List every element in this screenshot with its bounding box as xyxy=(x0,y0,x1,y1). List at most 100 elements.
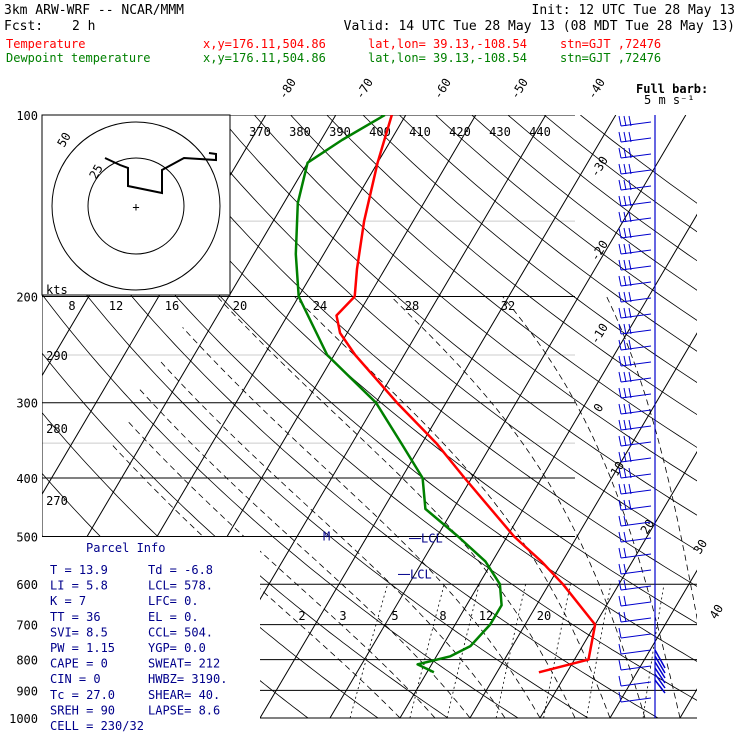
theta-left-label-0: 290 xyxy=(46,349,68,363)
hodograph-ring-25 xyxy=(87,157,185,255)
wind-barb-flag xyxy=(628,243,632,255)
wind-barb-flag xyxy=(618,403,622,415)
wind-barb-flag xyxy=(618,387,622,399)
wind-barb-flag xyxy=(618,371,622,383)
wind-barb-flag xyxy=(628,211,632,223)
wind-barb-flag xyxy=(623,387,627,399)
wind-barb-flag xyxy=(623,595,627,607)
wind-barb-flag xyxy=(628,147,632,159)
wind-barb-flag xyxy=(623,579,627,591)
moist-adiabat-8 xyxy=(502,296,681,719)
wind-barb-flag xyxy=(623,163,627,175)
wind-barb xyxy=(618,547,652,559)
wind-barb-flag xyxy=(623,195,627,207)
legend-temperature-stn: stn=GJT ,72476 xyxy=(560,37,661,51)
parcel-row-right-0: Td = -6.8 xyxy=(148,563,213,577)
wind-barb xyxy=(618,259,652,271)
wind-barb-flag xyxy=(618,691,622,703)
wind-barb-flag xyxy=(623,451,627,463)
isotherm-label-10: 20 xyxy=(638,517,658,537)
marker-m: M xyxy=(323,529,330,543)
mixing-ratio-label-3: 8 xyxy=(439,609,446,623)
mixing-ratio-3 xyxy=(446,584,480,719)
parcel-row-right-3: EL = 0. xyxy=(148,610,199,624)
moist-adiabat-7 xyxy=(390,296,646,719)
isotherm--20 xyxy=(329,115,687,719)
wind-barb-flag xyxy=(623,227,627,239)
wind-barb-flag xyxy=(623,291,627,303)
wind-barb-flag xyxy=(618,499,622,511)
wind-barb xyxy=(618,243,652,255)
parcel-row-right-2: LFC= 0. xyxy=(148,594,199,608)
wind-barb xyxy=(618,627,652,639)
wind-barb xyxy=(618,691,652,703)
wind-barb xyxy=(618,659,652,671)
mixing-ratio-2 xyxy=(409,584,445,719)
dry-adiabat-300 xyxy=(42,178,659,719)
wind-barb-low xyxy=(654,667,666,684)
wind-barb xyxy=(618,499,652,511)
wind-barb xyxy=(618,323,652,335)
isotherm-0 xyxy=(469,332,697,719)
wind-barb-flag xyxy=(623,339,627,351)
isotherm-10 xyxy=(539,450,697,719)
wind-barb-flag xyxy=(628,451,632,463)
wind-barb-flag xyxy=(618,339,622,351)
speed-tick-1: 12 xyxy=(109,299,123,313)
dry-adiabat-390 xyxy=(326,115,697,416)
wind-barb-flag xyxy=(618,515,622,527)
valid-time: Valid: 14 UTC Tue 28 May 13 (08 MDT Tue … xyxy=(344,19,735,34)
wind-barb xyxy=(618,355,652,367)
theta-left-label-2: 270 xyxy=(46,494,68,508)
parcel-row-right-8: SHEAR= 40. xyxy=(148,688,220,702)
wind-barb-flag xyxy=(618,147,622,159)
wind-barb xyxy=(618,435,652,447)
wind-barb-flag xyxy=(618,291,622,303)
isotherm-20 xyxy=(609,569,697,719)
dry-adiabat-450 xyxy=(543,115,697,233)
parcel-row-left-3: TT = 36 xyxy=(50,610,101,624)
wind-barb-flag xyxy=(618,659,622,671)
parcel-row-left-5: PW = 1.15 xyxy=(50,641,115,655)
wind-barb-flag xyxy=(628,291,632,303)
wind-barb-flag xyxy=(618,579,622,591)
isotherm-label-11: 30 xyxy=(691,537,711,557)
wind-barb xyxy=(618,115,652,127)
isotherm-label-0: -80 xyxy=(276,76,299,102)
wind-barb-flag xyxy=(618,163,622,175)
barb-note-line2: 5 m s⁻¹ xyxy=(644,93,695,107)
speed-tick-6: 32 xyxy=(501,299,515,313)
pressure-label-600: 600 xyxy=(16,578,38,592)
wind-barb xyxy=(618,179,652,191)
parcel-row-left-4: SVI= 8.5 xyxy=(50,625,108,639)
moist-adiabat-0 xyxy=(110,442,401,719)
wind-barb-flag xyxy=(628,435,632,447)
mixing-ratio-1 xyxy=(349,584,388,719)
series-temperature-line xyxy=(335,115,597,674)
mixing-ratio-label-2: 5 xyxy=(391,609,398,623)
wind-barb-flag xyxy=(623,611,627,623)
wind-barb-flag xyxy=(623,499,627,511)
parcel-row-right-9: LAPSE= 8.6 xyxy=(148,703,220,717)
wind-barb xyxy=(618,403,652,415)
wind-barb xyxy=(618,227,652,239)
lcl-label-0: LCL xyxy=(410,567,432,581)
mixing-ratio-label-4: 12 xyxy=(479,609,493,623)
wind-barb-flag xyxy=(623,115,627,127)
wind-barb-flag xyxy=(628,115,632,127)
wind-barb-flag xyxy=(623,547,627,559)
theta-label-5: 420 xyxy=(449,125,471,139)
hodograph: + 25 50 kts xyxy=(41,114,231,297)
pressure-label-300: 300 xyxy=(16,397,38,411)
wind-barb xyxy=(618,611,652,623)
wind-barb-low xyxy=(654,661,666,679)
dry-adiabat-350 xyxy=(181,115,697,551)
wind-barb-flag xyxy=(623,259,627,271)
barb-note-line1: Full barb: xyxy=(636,82,708,96)
parcel-row-right-4: CCL= 504. xyxy=(148,625,213,639)
wind-barb-flag xyxy=(628,179,632,191)
parcel-row-left-9: SREH = 90 xyxy=(50,703,115,717)
wind-barb-flag xyxy=(623,355,627,367)
wind-barb-flag xyxy=(628,403,632,415)
wind-barb-flag xyxy=(618,115,622,127)
